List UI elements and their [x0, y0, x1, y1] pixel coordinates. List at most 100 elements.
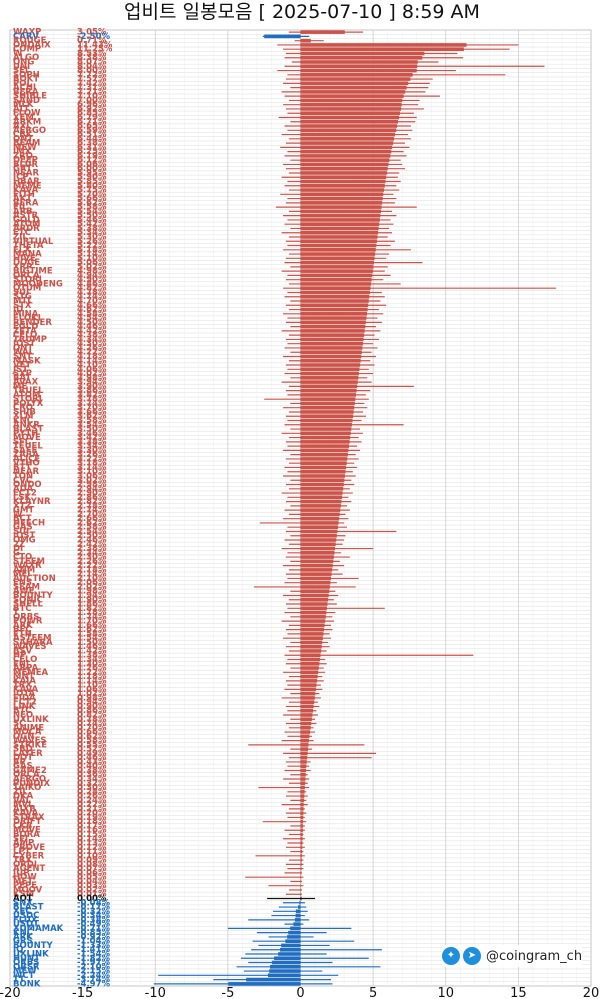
- x-tick-label: 0: [296, 986, 304, 999]
- pct-label: 1.22%: [77, 668, 107, 678]
- change-bar: [293, 922, 301, 926]
- change-bar: [300, 708, 313, 713]
- change-bar: [300, 529, 338, 534]
- pct-label: 1.94%: [77, 591, 107, 601]
- pct-label: 0.86%: [77, 706, 107, 716]
- change-bar: [300, 252, 376, 256]
- coin-label: PYTH: [13, 429, 38, 439]
- coin-label: BLAST: [13, 425, 44, 435]
- pct-label: 1.38%: [77, 651, 107, 661]
- coin-label: CYBER: [13, 851, 45, 861]
- change-bar: [300, 60, 418, 64]
- coin-label: MOOV: [13, 885, 43, 895]
- change-bar: [300, 213, 381, 218]
- coin-label: MINA: [13, 309, 39, 319]
- pct-label: 3.18%: [77, 459, 107, 469]
- change-bar: [300, 457, 348, 461]
- coin-label: BOKT: [13, 75, 39, 85]
- coin-label: VAL: [13, 796, 32, 806]
- change-bar: [278, 952, 301, 956]
- pct-label: 1.70%: [77, 617, 107, 627]
- coin-label: LINK: [13, 702, 36, 712]
- coin-label: BAT: [13, 373, 31, 383]
- coin-label: SHELL: [13, 600, 43, 610]
- pct-label: 1.46%: [77, 642, 107, 652]
- coin-label: XLM: [13, 412, 33, 422]
- coin-label: HP: [13, 651, 26, 661]
- pct-label: 4.94%: [77, 271, 107, 281]
- coin-label: AWE: [13, 587, 35, 597]
- label-layer: WAXP 3.05% CARV -2.50% ROUGE 0.71% ONDAIX 11.43…: [12, 28, 113, 990]
- pct-label: 0.36%: [77, 770, 107, 780]
- coin-label: CVC: [13, 476, 32, 486]
- change-bar: [300, 755, 308, 760]
- coin-label: DKA: [13, 792, 34, 802]
- coin-label: SAHARA: [13, 638, 53, 648]
- change-bar: [300, 30, 345, 34]
- pct-label: 4.70%: [77, 297, 107, 307]
- pct-label: 0.40%: [77, 762, 107, 772]
- pct-label: 3.46%: [77, 429, 107, 439]
- coin-label: ANM: [13, 565, 35, 575]
- change-bar: [300, 81, 409, 86]
- change-bar: [300, 410, 354, 414]
- change-bar: [300, 277, 372, 282]
- coin-label: W: [13, 510, 23, 520]
- pct-label: -0.38%: [77, 915, 110, 925]
- pct-label: 2.10%: [77, 574, 107, 584]
- coin-label: SAFE: [13, 446, 38, 456]
- pct-label: 2.58%: [77, 523, 107, 533]
- change-bar: [300, 785, 305, 790]
- change-bar: [300, 824, 303, 828]
- pct-label: 3.86%: [77, 386, 107, 396]
- pct-label: 4.38%: [77, 331, 107, 341]
- coin-label: ASTEEM: [13, 634, 52, 644]
- coin-label: KAVA: [13, 685, 39, 695]
- change-bar: [271, 960, 301, 965]
- change-bar: [300, 713, 313, 717]
- change-bar: [300, 107, 402, 111]
- coin-label: BSV: [13, 646, 33, 656]
- pct-label: 6.85%: [77, 109, 107, 119]
- coin-label: ONG: [13, 58, 34, 68]
- change-bar: [300, 533, 337, 538]
- change-bar: [300, 188, 385, 192]
- pct-label: 3.50%: [77, 425, 107, 435]
- telegram-icon: ➤: [463, 947, 481, 965]
- change-bar: [300, 393, 356, 397]
- change-bar: [300, 572, 332, 576]
- change-bar: [300, 401, 355, 406]
- pct-label: 8.07%: [77, 58, 107, 68]
- pct-label: 1.74%: [77, 612, 107, 622]
- change-bar: [300, 559, 334, 564]
- change-bar: [300, 679, 318, 683]
- coin-label: BERA: [13, 198, 39, 208]
- change-bar: [300, 487, 344, 491]
- change-bar: [300, 166, 388, 171]
- coin-label: GMT: [13, 506, 34, 516]
- change-bar: [300, 683, 317, 687]
- change-bar: [300, 307, 368, 312]
- coin-label: MANA: [13, 250, 42, 260]
- change-bar: [300, 111, 400, 116]
- pct-label: 2.66%: [77, 514, 107, 524]
- change-bar: [300, 589, 330, 594]
- change-bar: [300, 555, 334, 559]
- pct-label: 0.28%: [77, 787, 107, 797]
- change-bar: [246, 977, 301, 982]
- coin-label: XTZ: [13, 501, 32, 511]
- coin-label: MEMEA: [13, 668, 49, 678]
- coin-label: LAYER: [13, 749, 43, 759]
- coin-label: IOST: [13, 339, 36, 349]
- pct-label: 0.13%: [77, 839, 107, 849]
- pct-label: 0.07%: [77, 864, 107, 874]
- change-bar: [300, 666, 319, 670]
- pct-label: 4.14%: [77, 356, 107, 366]
- coin-label: ACHI: [13, 83, 36, 93]
- chart-title: 업비트 일봉모음 [ 2025-07-10 ] 8:59 AM: [124, 1, 480, 23]
- coin-label: T: [13, 608, 19, 618]
- change-bar: [300, 730, 311, 734]
- coin-label: OGN: [13, 732, 34, 742]
- pct-label: 1.78%: [77, 608, 107, 618]
- change-bar: [300, 346, 363, 350]
